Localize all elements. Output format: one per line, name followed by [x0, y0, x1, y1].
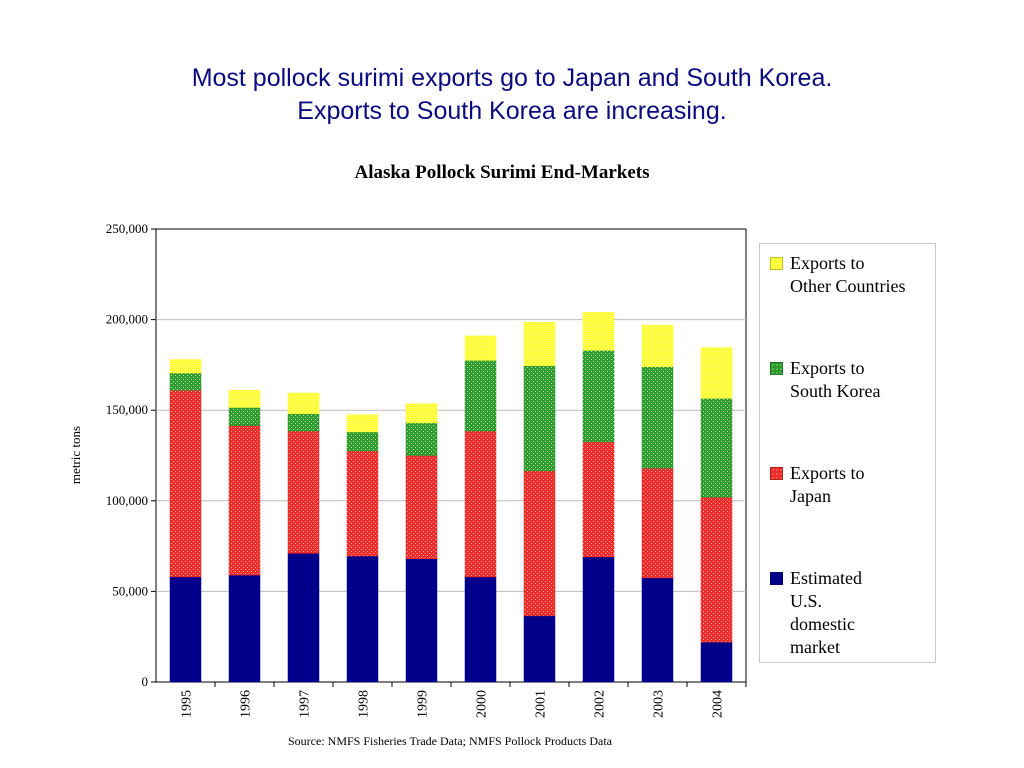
bar-segment: [641, 366, 674, 469]
bar-segment: [169, 359, 202, 374]
x-tick-label: 1995: [180, 690, 195, 718]
legend-label-line: South Korea: [790, 381, 881, 401]
bar-segment: [700, 347, 733, 399]
bar-segment: [641, 467, 674, 579]
legend-label-line: U.S.: [790, 591, 823, 611]
bar-segment: [228, 425, 261, 576]
bar-segment: [405, 455, 438, 560]
y-tick-label: 250,000: [106, 221, 148, 236]
legend-label-line: Exports to: [790, 463, 865, 483]
bar-segment: [287, 553, 320, 683]
bar-segment: [464, 360, 497, 432]
bar-segment: [464, 576, 497, 683]
bar-segment: [405, 422, 438, 456]
x-tick-label: 2002: [593, 690, 608, 718]
x-tick-label: 1996: [239, 690, 254, 718]
bar-segment: [346, 555, 379, 683]
bar-segment: [523, 365, 556, 472]
bar-segment: [700, 398, 733, 498]
bar-segment: [287, 430, 320, 554]
legend-label-line: domestic: [790, 614, 855, 634]
bar-segment: [582, 312, 615, 351]
bar-segment: [641, 577, 674, 683]
bar-segment: [228, 574, 261, 683]
legend-label-line: Estimated: [790, 568, 862, 588]
source-note: Source: NMFS Fisheries Trade Data; NMFS …: [288, 734, 612, 748]
bar-segment: [641, 324, 674, 367]
x-tick-label: 2003: [652, 690, 667, 718]
bar-segment: [582, 556, 615, 683]
bar-segment: [582, 350, 615, 443]
y-tick-label: 200,000: [106, 312, 148, 327]
x-tick-label: 1997: [298, 690, 313, 718]
bar-segment: [287, 413, 320, 432]
legend-swatch-japan: [770, 467, 783, 480]
bar-segment: [700, 496, 733, 643]
bar-segment: [228, 407, 261, 426]
bar-segment: [464, 430, 497, 578]
bar-segment: [523, 470, 556, 617]
bar-segment: [700, 641, 733, 683]
bar-segment: [582, 441, 615, 558]
legend-label-line: Exports to: [790, 253, 865, 273]
bar-segment: [523, 322, 556, 367]
slide-headline: Most pollock surimi exports go to Japan …: [0, 62, 1024, 128]
headline-line-2: Exports to South Korea are increasing.: [297, 97, 727, 125]
bar-segment: [169, 372, 202, 391]
x-tick-label: 2004: [711, 690, 726, 718]
bar-segment: [346, 414, 379, 433]
y-axis-label: metric tons: [68, 426, 83, 484]
chart-legend: Exports to Other Countries Exports to So…: [759, 243, 936, 663]
legend-swatch-other-countries: [770, 257, 783, 270]
bars: [169, 312, 733, 683]
bar-segment: [346, 450, 379, 557]
x-tick-label: 2000: [475, 690, 490, 718]
x-tick-label: 1998: [357, 690, 372, 718]
bar-segment: [169, 390, 202, 578]
x-tick-label: 2001: [534, 690, 549, 718]
bar-segment: [287, 392, 320, 415]
y-tick-label: 150,000: [106, 402, 148, 417]
legend-label-line: Other Countries: [790, 276, 906, 296]
legend-label-line: Japan: [790, 486, 831, 506]
legend-swatch-us-domestic: [770, 572, 783, 585]
axes: 0 50,000 100,000 150,000 200,000 250,000 1995 1…: [106, 221, 747, 718]
bar-segment: [405, 403, 438, 424]
y-tick-label: 0: [142, 674, 149, 689]
y-tick-label: 50,000: [112, 583, 148, 598]
bar-segment: [346, 431, 379, 452]
chart-title: Alaska Pollock Surimi End-Markets: [354, 162, 650, 183]
x-tick-label: 1999: [416, 690, 431, 718]
legend-label-line: Exports to: [790, 358, 865, 378]
headline-line-1: Most pollock surimi exports go to Japan …: [191, 64, 833, 92]
bar-segment: [523, 615, 556, 683]
bar-segment: [405, 558, 438, 683]
bar-segment: [169, 576, 202, 683]
y-tick-label: 100,000: [106, 493, 148, 508]
bar-segment: [228, 390, 261, 408]
bar-segment: [464, 335, 497, 361]
legend-swatch-south-korea: [770, 362, 783, 375]
legend-label-line: market: [790, 637, 840, 657]
